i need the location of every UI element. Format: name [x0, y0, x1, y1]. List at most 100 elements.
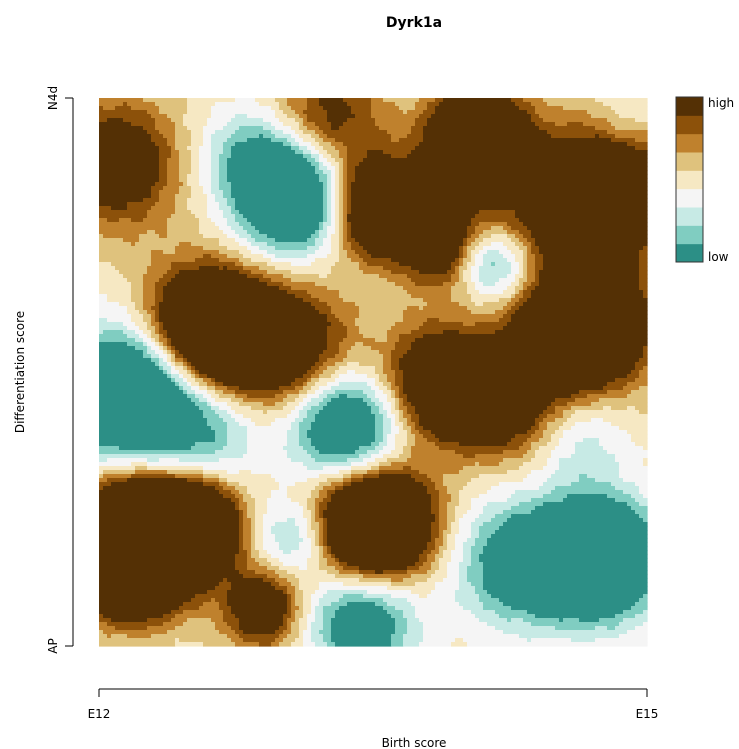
heatmap-cell	[295, 150, 304, 155]
heatmap-cell	[459, 518, 476, 523]
heatmap-cell	[439, 510, 448, 515]
heatmap-cell	[335, 390, 364, 395]
heatmap-cell	[559, 438, 584, 443]
heatmap-cell	[311, 378, 320, 383]
heatmap-cell	[571, 482, 612, 487]
heatmap-cell	[411, 430, 420, 435]
heatmap-cell	[551, 134, 596, 139]
heatmap-cell	[391, 350, 408, 355]
heatmap-cell	[507, 222, 524, 227]
heatmap-cell	[611, 106, 648, 111]
heatmap-cell	[167, 222, 200, 227]
heatmap-cell	[479, 242, 492, 247]
heatmap-cell	[535, 262, 544, 267]
heatmap-cell	[295, 110, 304, 115]
heatmap-cell	[527, 266, 536, 271]
heatmap-cell	[383, 418, 392, 423]
heatmap-cell	[127, 278, 144, 283]
heatmap-cell	[539, 426, 548, 431]
heatmap-cell	[595, 126, 616, 131]
heatmap-cell	[327, 326, 348, 331]
heatmap-cell	[227, 598, 288, 603]
heatmap-cell	[415, 338, 648, 343]
heatmap-cell	[535, 422, 540, 427]
heatmap-cell	[195, 394, 204, 399]
heatmap-cell	[291, 606, 300, 611]
heatmap-cell	[215, 450, 248, 455]
heatmap-cell	[371, 466, 380, 471]
heatmap-cell	[371, 346, 396, 351]
heatmap-cell	[327, 234, 332, 239]
heatmap-cell	[343, 190, 348, 195]
heatmap-cell	[423, 426, 532, 431]
heatmap-cell	[451, 494, 460, 499]
heatmap-cell	[203, 234, 228, 239]
heatmap-cell	[339, 206, 344, 211]
heatmap-cell	[519, 270, 524, 275]
heatmap-cell	[395, 342, 412, 347]
heatmap-cell	[303, 594, 312, 599]
heatmap-cell	[403, 422, 408, 427]
heatmap-cell	[463, 254, 468, 259]
heatmap-cell	[467, 570, 484, 575]
heatmap-cell	[147, 326, 156, 331]
heatmap-cell	[399, 394, 408, 399]
heatmap-cell	[243, 510, 248, 515]
heatmap-cell	[151, 338, 156, 343]
heatmap-cell	[279, 386, 296, 391]
heatmap-cell	[231, 206, 236, 211]
heatmap-cell	[347, 174, 356, 179]
heatmap-cell	[467, 286, 476, 291]
heatmap-cell	[287, 138, 296, 143]
heatmap-cell	[403, 110, 408, 115]
heatmap-cell	[223, 494, 236, 499]
heatmap-cell	[459, 602, 484, 607]
heatmap-cell	[247, 230, 260, 235]
heatmap-cell	[143, 314, 152, 319]
heatmap-cell	[319, 298, 344, 303]
heatmap-cell	[215, 222, 228, 227]
heatmap-cell	[339, 242, 344, 247]
heatmap-cell	[639, 262, 648, 267]
heatmap-cell	[355, 166, 648, 171]
heatmap-cell	[315, 610, 324, 615]
heatmap-cell	[459, 442, 508, 447]
heatmap-cell	[327, 526, 432, 531]
heatmap-cell	[99, 538, 240, 543]
heatmap-cell	[171, 374, 180, 379]
heatmap-cell	[143, 338, 152, 343]
heatmap-cell	[347, 254, 360, 259]
heatmap-cell	[347, 158, 364, 163]
heatmap-cell	[311, 602, 320, 607]
heatmap-cell	[163, 294, 296, 299]
heatmap-cell	[299, 530, 308, 535]
heatmap-cell	[99, 566, 236, 571]
heatmap-cell	[99, 614, 104, 619]
heatmap-cell	[283, 618, 288, 623]
heatmap-cell	[247, 426, 292, 431]
heatmap-cell	[175, 346, 328, 351]
heatmap-cell	[211, 138, 228, 143]
heatmap-cell	[299, 114, 308, 119]
heatmap-cell	[171, 266, 200, 271]
heatmap-cell	[383, 402, 392, 407]
heatmap-cell	[391, 422, 396, 427]
heatmap-cell	[203, 470, 228, 475]
heatmap-cell	[599, 134, 616, 139]
heatmap-cell	[347, 202, 352, 207]
heatmap-cell	[211, 174, 220, 179]
heatmap-cell	[627, 430, 648, 435]
heatmap-cell	[171, 366, 176, 371]
heatmap-cell	[339, 174, 344, 179]
heatmap-cell	[403, 614, 416, 619]
heatmap-cell	[295, 594, 304, 599]
heatmap-cell	[207, 194, 216, 199]
heatmap-cell	[263, 530, 272, 535]
heatmap-cell	[303, 638, 312, 643]
heatmap-cell	[411, 574, 432, 579]
heatmap-cell	[375, 458, 388, 463]
heatmap-cell	[179, 374, 184, 379]
heatmap-cell	[307, 626, 312, 631]
heatmap-cell	[311, 438, 376, 443]
heatmap-cell	[167, 138, 176, 143]
